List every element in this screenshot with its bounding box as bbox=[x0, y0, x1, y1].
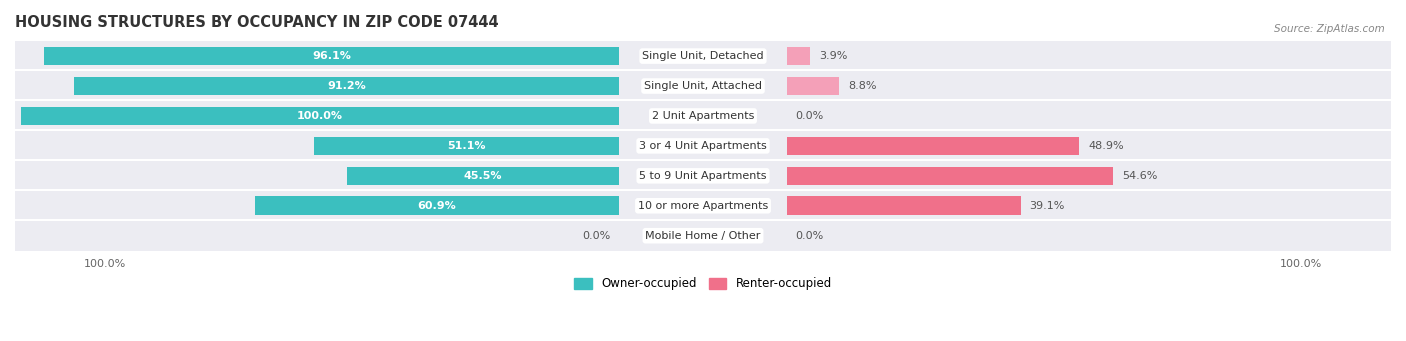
Bar bbox=[15, 101, 1391, 131]
Bar bbox=[21, 107, 619, 125]
Bar bbox=[15, 159, 1391, 161]
Bar bbox=[787, 47, 810, 65]
Text: 2 Unit Apartments: 2 Unit Apartments bbox=[652, 111, 754, 121]
Bar bbox=[15, 131, 1391, 161]
Text: 0.0%: 0.0% bbox=[796, 111, 824, 121]
Bar bbox=[787, 196, 1021, 215]
Text: 91.2%: 91.2% bbox=[328, 81, 366, 91]
Text: 96.1%: 96.1% bbox=[312, 51, 352, 61]
Text: 45.5%: 45.5% bbox=[464, 171, 502, 181]
Text: 100.0%: 100.0% bbox=[297, 111, 343, 121]
Bar bbox=[15, 69, 1391, 71]
Bar bbox=[787, 137, 1080, 155]
Text: 51.1%: 51.1% bbox=[447, 141, 485, 151]
Bar bbox=[15, 219, 1391, 221]
Text: 60.9%: 60.9% bbox=[418, 201, 457, 211]
Text: 48.9%: 48.9% bbox=[1088, 141, 1123, 151]
Text: Single Unit, Detached: Single Unit, Detached bbox=[643, 51, 763, 61]
Legend: Owner-occupied, Renter-occupied: Owner-occupied, Renter-occupied bbox=[569, 273, 837, 295]
Text: HOUSING STRUCTURES BY OCCUPANCY IN ZIP CODE 07444: HOUSING STRUCTURES BY OCCUPANCY IN ZIP C… bbox=[15, 15, 499, 30]
Bar bbox=[15, 129, 1391, 131]
Bar bbox=[787, 77, 839, 95]
Bar bbox=[15, 189, 1391, 191]
Text: Single Unit, Attached: Single Unit, Attached bbox=[644, 81, 762, 91]
Text: 5 to 9 Unit Apartments: 5 to 9 Unit Apartments bbox=[640, 171, 766, 181]
Text: Source: ZipAtlas.com: Source: ZipAtlas.com bbox=[1274, 24, 1385, 34]
Bar bbox=[787, 166, 1114, 185]
Bar bbox=[254, 196, 619, 215]
Text: 39.1%: 39.1% bbox=[1029, 201, 1064, 211]
Bar bbox=[15, 191, 1391, 221]
Bar bbox=[314, 137, 619, 155]
Bar bbox=[15, 99, 1391, 101]
Text: 10 or more Apartments: 10 or more Apartments bbox=[638, 201, 768, 211]
Bar bbox=[347, 166, 619, 185]
Bar bbox=[15, 71, 1391, 101]
Bar bbox=[15, 41, 1391, 71]
Text: 3.9%: 3.9% bbox=[820, 51, 848, 61]
Text: 3 or 4 Unit Apartments: 3 or 4 Unit Apartments bbox=[640, 141, 766, 151]
Text: 0.0%: 0.0% bbox=[582, 231, 610, 241]
Bar bbox=[15, 221, 1391, 251]
Text: 8.8%: 8.8% bbox=[848, 81, 877, 91]
Bar bbox=[45, 47, 619, 65]
Text: 0.0%: 0.0% bbox=[796, 231, 824, 241]
Bar bbox=[15, 161, 1391, 191]
Text: 54.6%: 54.6% bbox=[1122, 171, 1157, 181]
Bar bbox=[73, 77, 619, 95]
Text: Mobile Home / Other: Mobile Home / Other bbox=[645, 231, 761, 241]
